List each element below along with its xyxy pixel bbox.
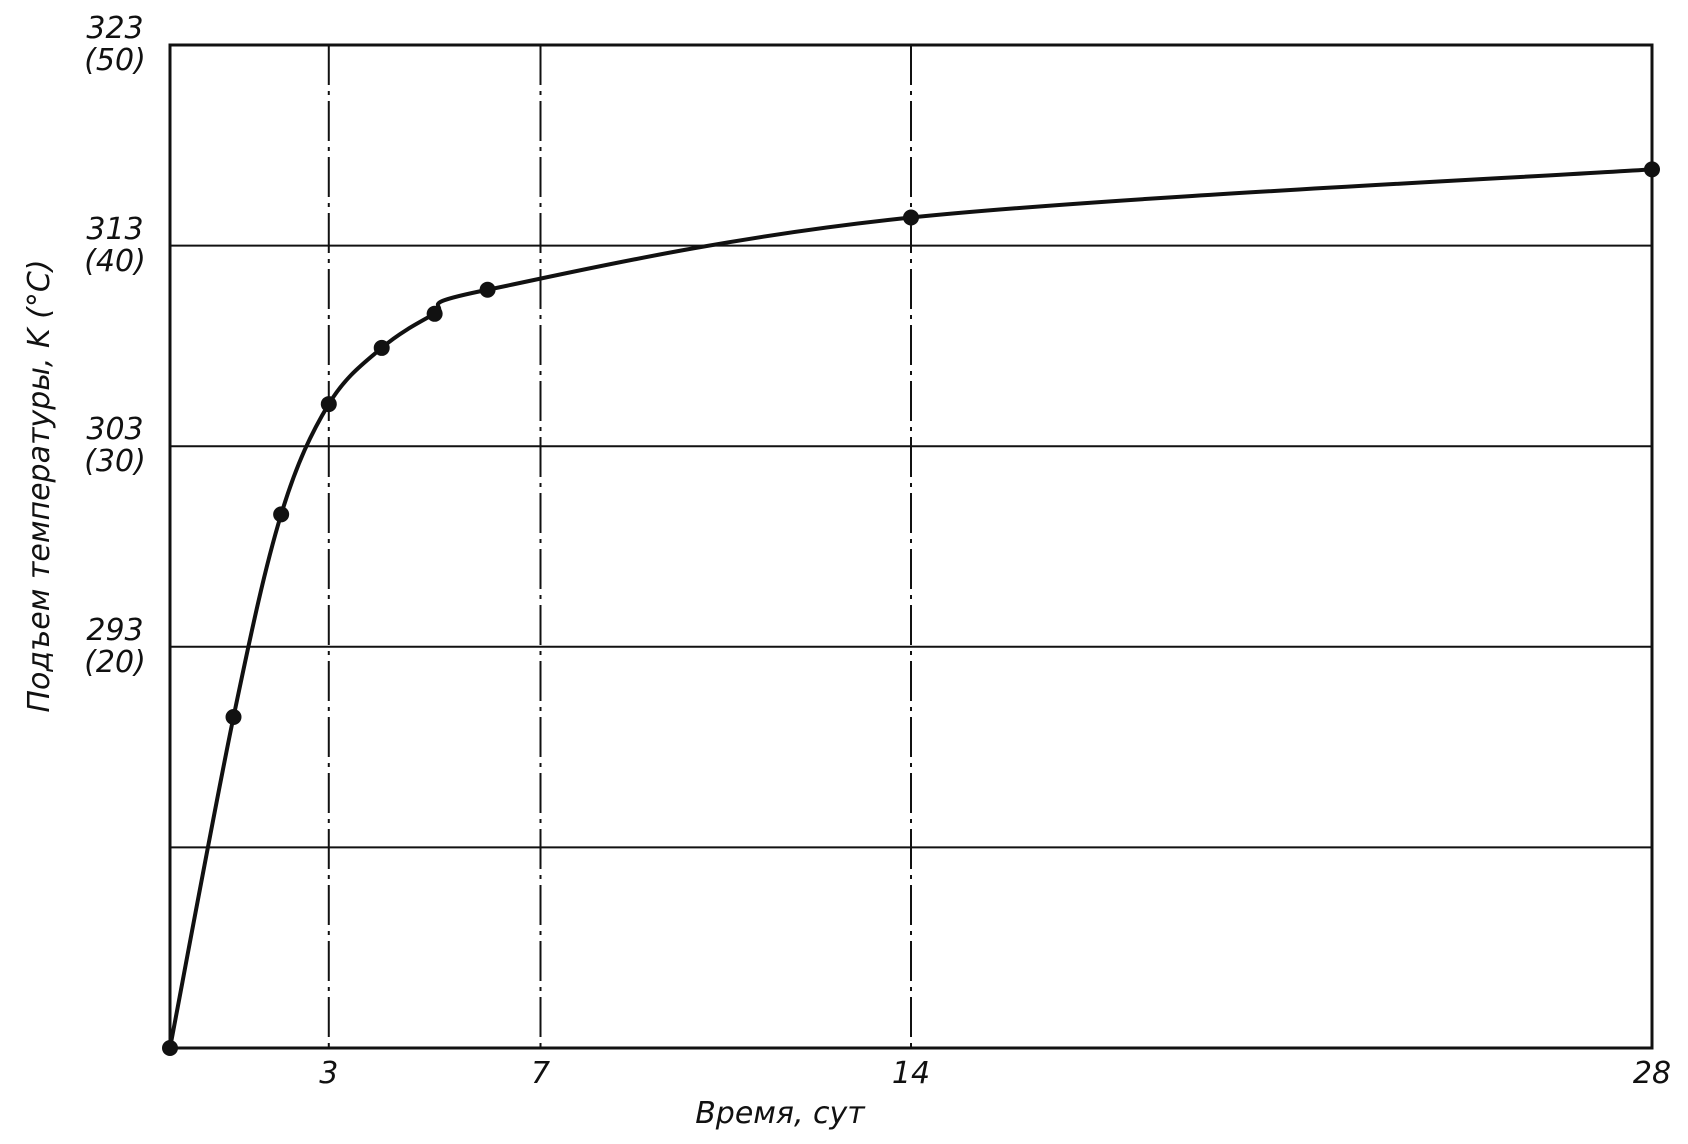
data-point [1644,161,1660,178]
data-point [903,209,919,226]
y-tick-label: 303 (30) [84,412,146,480]
data-point [225,709,242,726]
data-point [426,305,443,322]
y-tick-label: 313 (40) [84,211,146,279]
x-axis-label: Время, сут [695,1096,865,1131]
x-tick-label: 14 [891,1056,931,1091]
x-tick-label: 3 [319,1056,339,1091]
data-point [479,281,496,298]
y-tick-label: 293 (20) [84,612,146,680]
data-point [320,396,337,413]
data-point [162,1040,178,1056]
y-axis-label: Подъем температуры, K (°C) [22,259,57,713]
data-point [373,339,390,356]
data-point [273,506,290,523]
y-tick-label: 323 (50) [84,11,146,78]
x-tick-label: 7 [530,1056,551,1091]
x-tick-label: 28 [1632,1056,1672,1091]
